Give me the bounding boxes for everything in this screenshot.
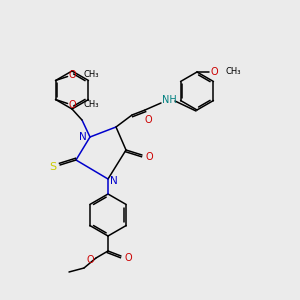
Text: N: N [79, 132, 87, 142]
Text: O: O [86, 255, 94, 265]
Text: O: O [145, 152, 153, 162]
Text: CH₃: CH₃ [83, 100, 99, 109]
Text: O: O [69, 100, 76, 110]
Text: NH: NH [162, 95, 176, 105]
Text: CH₃: CH₃ [225, 68, 241, 76]
Text: N: N [110, 176, 118, 186]
Text: O: O [69, 70, 76, 80]
Text: O: O [124, 253, 132, 263]
Text: O: O [144, 115, 152, 125]
Text: O: O [210, 67, 218, 77]
Text: S: S [50, 162, 57, 172]
Text: CH₃: CH₃ [83, 70, 99, 79]
